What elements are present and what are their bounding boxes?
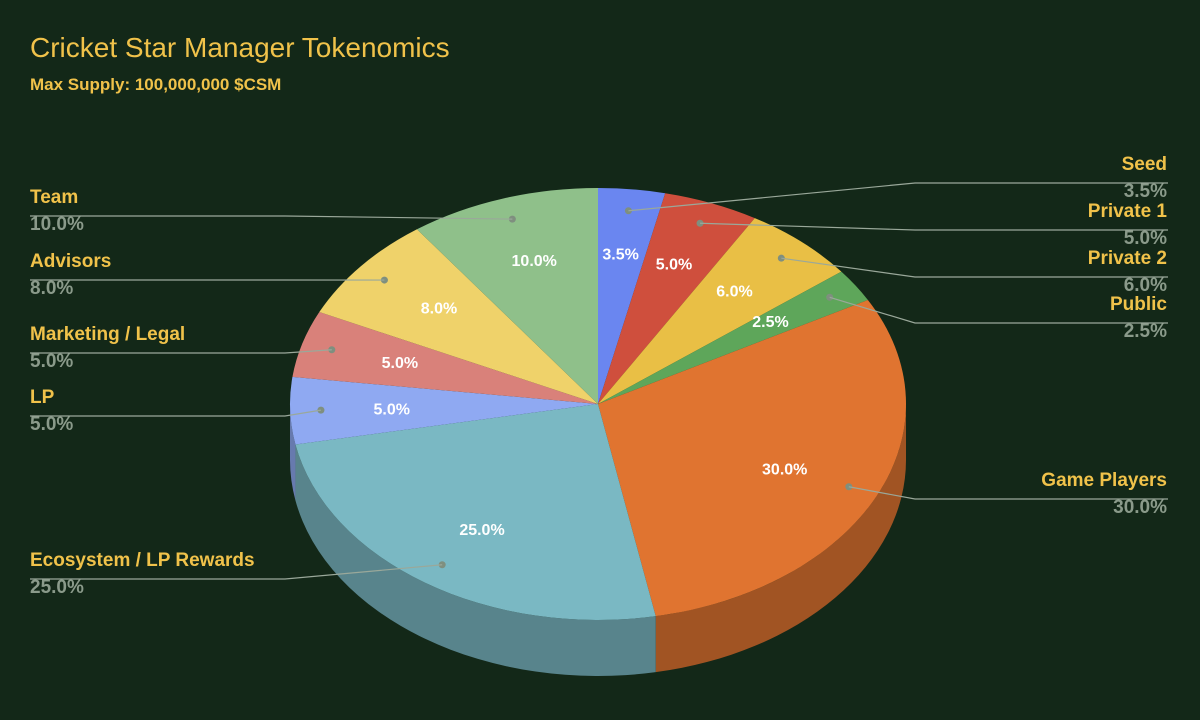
- callout-pct-marketing-legal: 5.0%: [30, 351, 73, 372]
- slice-seed: [598, 188, 666, 404]
- slice-label-marketing-legal: 5.0%: [382, 355, 418, 372]
- callout-pct-public: 2.5%: [1124, 321, 1167, 342]
- slice-labels: 3.5% 5.0% 6.0%2.5% 30.0% 25.0% 5.0% 5.0% 8.0% 10…: [374, 247, 808, 539]
- slice-lp: [290, 376, 598, 445]
- callout-pct-ecosystem-lp-rewards: 25.0%: [30, 577, 84, 598]
- leader-line-game-players: [848, 486, 1168, 500]
- slice-label-game-players: 30.0%: [762, 461, 807, 478]
- side-ecosystem-lp-rewards: [295, 444, 656, 676]
- callout-pct-private-2: 6.0%: [1124, 275, 1167, 296]
- leader-line-public: [829, 296, 1168, 324]
- slice-game-players: [598, 299, 907, 617]
- slice-label-private-1: 5.0%: [656, 256, 692, 273]
- callout-name-advisors: Advisors: [30, 251, 111, 272]
- slice-ecosystem-lp-rewards: [295, 404, 656, 620]
- leader-line-marketing-legal: [30, 349, 332, 354]
- callout-name-team: Team: [30, 187, 78, 208]
- callout-pct-lp: 5.0%: [30, 414, 73, 435]
- callout-name-lp: LP: [30, 387, 55, 408]
- slice-team: [416, 188, 598, 404]
- slice-private-1: [598, 193, 755, 404]
- chart-title: Cricket Star Manager Tokenomics: [30, 32, 450, 63]
- leader-line-private-2: [781, 257, 1168, 278]
- leader-line-lp: [30, 409, 322, 417]
- callout-pct-game-players: 30.0%: [1113, 497, 1167, 518]
- callout-name-marketing-legal: Marketing / Legal: [30, 324, 185, 345]
- leader-line-private-1: [700, 222, 1168, 231]
- callout-name-private-1: Private 1: [1088, 201, 1168, 222]
- pie-slices: [290, 188, 907, 620]
- callout-name-ecosystem-lp-rewards: Ecosystem / LP Rewards: [30, 550, 255, 571]
- slice-label-public: 2.5%: [752, 314, 788, 331]
- callout-pct-team: 10.0%: [30, 214, 84, 235]
- slice-label-team: 10.0%: [512, 253, 557, 270]
- slice-marketing-legal: [292, 312, 598, 404]
- slice-label-lp: 5.0%: [374, 402, 410, 419]
- slice-public: [598, 271, 868, 404]
- leader-line-ecosystem-lp-rewards: [30, 564, 443, 580]
- slice-label-ecosystem-lp-rewards: 25.0%: [459, 522, 504, 539]
- leader-line-team: [30, 215, 513, 220]
- pie-3d-sides: [290, 404, 906, 676]
- callout-pct-seed: 3.5%: [1124, 181, 1167, 202]
- callout-pct-advisors: 8.0%: [30, 278, 73, 299]
- leader-line-seed: [628, 182, 1168, 212]
- callout-name-seed: Seed: [1122, 154, 1167, 175]
- slice-label-advisors: 8.0%: [421, 301, 457, 318]
- callout-name-game-players: Game Players: [1041, 470, 1167, 491]
- side-game-players: [655, 404, 906, 673]
- callout-pct-private-1: 5.0%: [1124, 228, 1167, 249]
- slice-advisors: [319, 229, 598, 404]
- slice-label-private-2: 6.0%: [716, 284, 752, 301]
- leader-lines: [30, 182, 1168, 580]
- callout-name-private-2: Private 2: [1088, 248, 1167, 269]
- callout-name-public: Public: [1110, 294, 1167, 315]
- side-lp: [290, 404, 296, 501]
- slice-private-2: [598, 218, 842, 404]
- chart-subtitle: Max Supply: 100,000,000 $CSM: [30, 75, 281, 94]
- slice-label-seed: 3.5%: [602, 247, 638, 264]
